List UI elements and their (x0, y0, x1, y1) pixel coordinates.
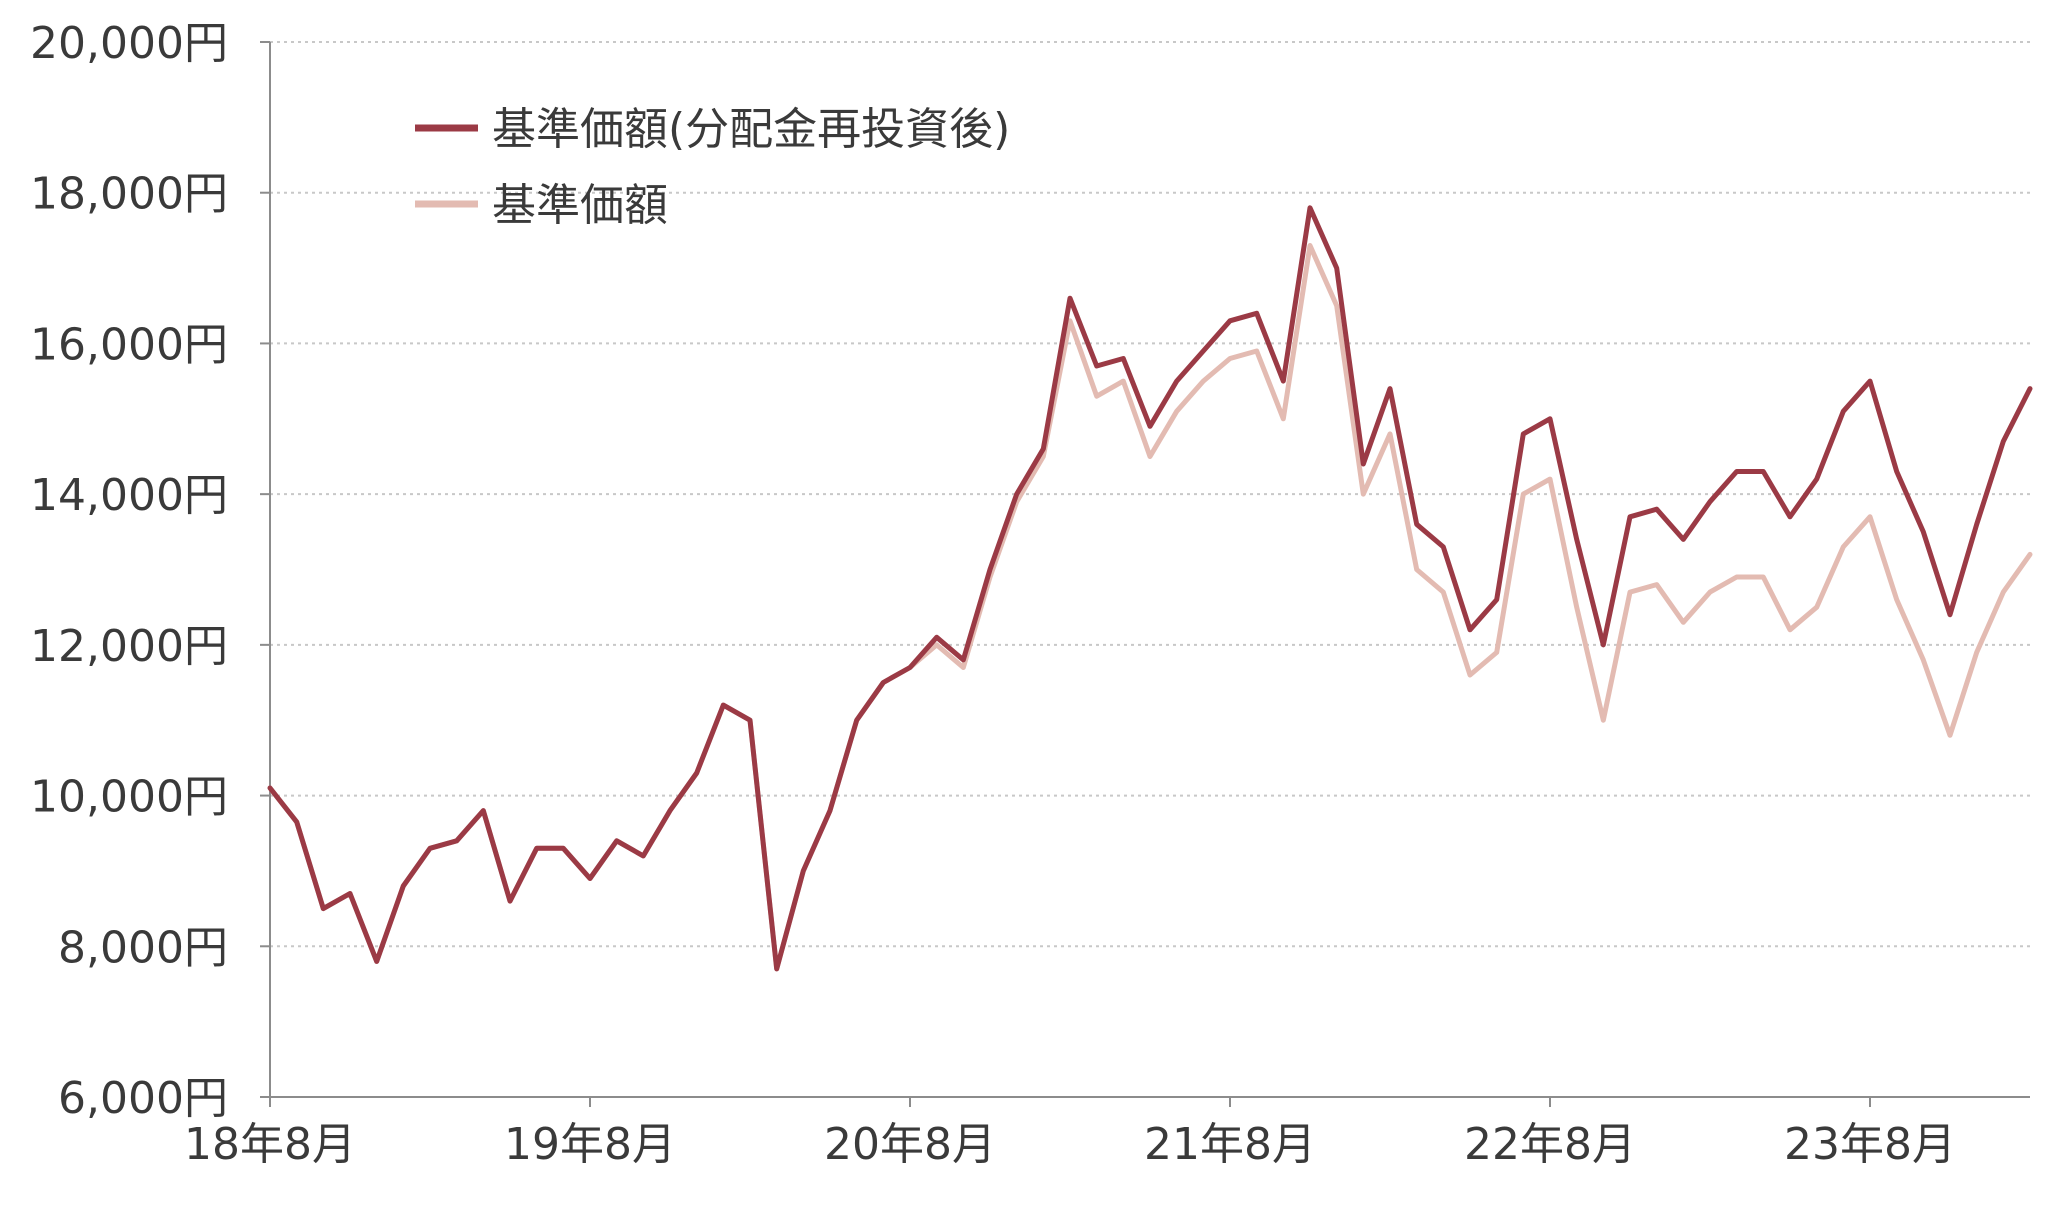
y-tick-label: 8,000円 (58, 922, 228, 973)
y-tick-label: 12,000円 (30, 621, 228, 672)
y-tick-label: 18,000円 (30, 169, 228, 220)
series-line-1 (267, 243, 2033, 972)
legend-label-1: 基準価額 (492, 180, 668, 231)
series-lines (267, 205, 2033, 972)
x-tick-label: 22年8月 (1464, 1119, 1636, 1170)
legend: 基準価額(分配金再投資後) 基準価額 (415, 104, 1010, 231)
y-tick-label: 20,000円 (30, 18, 228, 69)
gridlines (270, 41, 2030, 948)
legend-label-0: 基準価額(分配金再投資後) (492, 104, 1010, 155)
x-tick-label: 23年8月 (1784, 1119, 1956, 1170)
series-line-0 (267, 205, 2033, 972)
x-tick-label: 20年8月 (824, 1119, 996, 1170)
x-tick-label: 19年8月 (504, 1119, 676, 1170)
y-tick-label: 6,000円 (58, 1073, 228, 1124)
x-tick-label: 21年8月 (1144, 1119, 1316, 1170)
y-tick-label: 10,000円 (30, 772, 228, 823)
x-tick-label: 18年8月 (184, 1119, 356, 1170)
y-tick-label: 14,000円 (30, 470, 228, 521)
y-tick-label: 16,000円 (30, 319, 228, 370)
axes: 6,000円 8,000円 10,000円 12,000円 14,000円 16,000円… (30, 18, 2030, 1170)
